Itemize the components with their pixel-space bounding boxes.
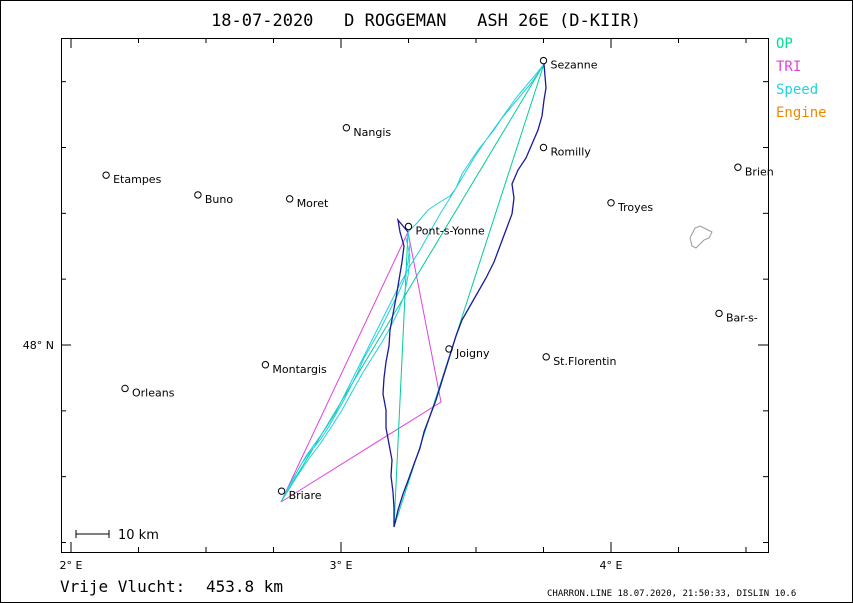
- town-romilly: Romilly: [539, 143, 592, 159]
- town-label: Joigny: [455, 347, 490, 360]
- town-pont-s-yonne: Pont-s-Yonne: [404, 222, 486, 238]
- town-marker-icon: [286, 195, 294, 203]
- town-label: St.Florentin: [553, 355, 616, 368]
- town-st-florentin: St.Florentin: [542, 353, 616, 368]
- town-label: Troyes: [617, 201, 653, 214]
- town-sezanne: Sezanne: [539, 56, 598, 72]
- legend-tri: TRI: [776, 59, 801, 75]
- flight-track-speed: [280, 63, 545, 503]
- town-troyes: Troyes: [607, 199, 653, 214]
- town-label: Nangis: [353, 126, 391, 139]
- op-route: [280, 63, 545, 528]
- distance-value: 453.8 km: [206, 577, 283, 596]
- legend: OP TRI Speed Engine: [776, 36, 827, 121]
- town-label: Pont-s-Yonne: [416, 225, 486, 238]
- town-bar-s-: Bar-s-: [715, 309, 758, 324]
- town-label: Brien: [745, 165, 774, 178]
- town-nangis: Nangis: [342, 124, 391, 139]
- town-marker-icon: [734, 163, 742, 171]
- town-marker-icon: [102, 171, 110, 179]
- town-marker-icon: [539, 143, 548, 152]
- plot-frame: [61, 38, 769, 553]
- legend-speed: Speed: [776, 82, 818, 98]
- town-joigny: Joigny: [445, 345, 490, 360]
- town-label: Bar-s-: [726, 311, 758, 324]
- town-marker-icon: [607, 199, 615, 207]
- town-label: Etampes: [113, 173, 161, 186]
- town-marker-icon: [277, 487, 286, 495]
- scale-bar: 10 km: [75, 528, 159, 543]
- town-label: Moret: [297, 197, 329, 210]
- town-marker-icon: [121, 384, 129, 393]
- town-briare: Briare: [277, 487, 322, 502]
- town-marker-icon: [404, 222, 413, 231]
- x-tick-label: 4° E: [600, 559, 623, 572]
- x-tick-label: 2° E: [60, 559, 83, 572]
- legend-engine: Engine: [776, 105, 827, 121]
- town-marker-icon: [445, 345, 453, 353]
- town-marker-icon: [194, 191, 202, 199]
- town-moret: Moret: [286, 195, 329, 210]
- town-marker-icon: [542, 353, 550, 361]
- town-brien: Brien: [734, 163, 774, 178]
- town-label: Orleans: [132, 386, 175, 399]
- axis-ticks: 2° E 3° E 4° E 48° N: [23, 38, 768, 572]
- town-label: Sezanne: [551, 59, 598, 72]
- town-etampes: Etampes: [102, 171, 162, 186]
- town-buno: Buno: [194, 191, 233, 206]
- x-tick-label: 3° E: [330, 559, 353, 572]
- town-marker-icon: [342, 124, 351, 132]
- town-montargis: Montargis: [261, 361, 327, 376]
- y-tick-label: 48° N: [23, 339, 54, 352]
- legend-op: OP: [776, 36, 793, 52]
- scale-label: 10 km: [118, 528, 159, 543]
- town-marker-icon: [715, 309, 723, 318]
- town-label: Romilly: [551, 146, 592, 159]
- town-label: Montargis: [272, 363, 327, 376]
- town-label: Buno: [205, 193, 233, 206]
- credit-line: CHARRON.LINE 18.07.2020, 21:50:33, DISLI…: [547, 589, 796, 599]
- flight-track-blue: [382, 63, 547, 528]
- task-triangle: [280, 230, 442, 503]
- town-marker-icon: [261, 361, 270, 369]
- town-orleans: Orleans: [121, 384, 175, 399]
- town-label: Briare: [289, 489, 322, 502]
- town-marker-icon: [539, 56, 548, 65]
- lake-outline: [689, 225, 713, 249]
- distance-label: Vrije Vlucht:: [60, 577, 185, 596]
- map-title: 18-07-2020 D ROGGEMAN ASH 26E (D-KIIR): [211, 11, 641, 31]
- town-markers: Sezanne Nangis Romilly Etampes Buno Moret Brie…: [102, 56, 774, 502]
